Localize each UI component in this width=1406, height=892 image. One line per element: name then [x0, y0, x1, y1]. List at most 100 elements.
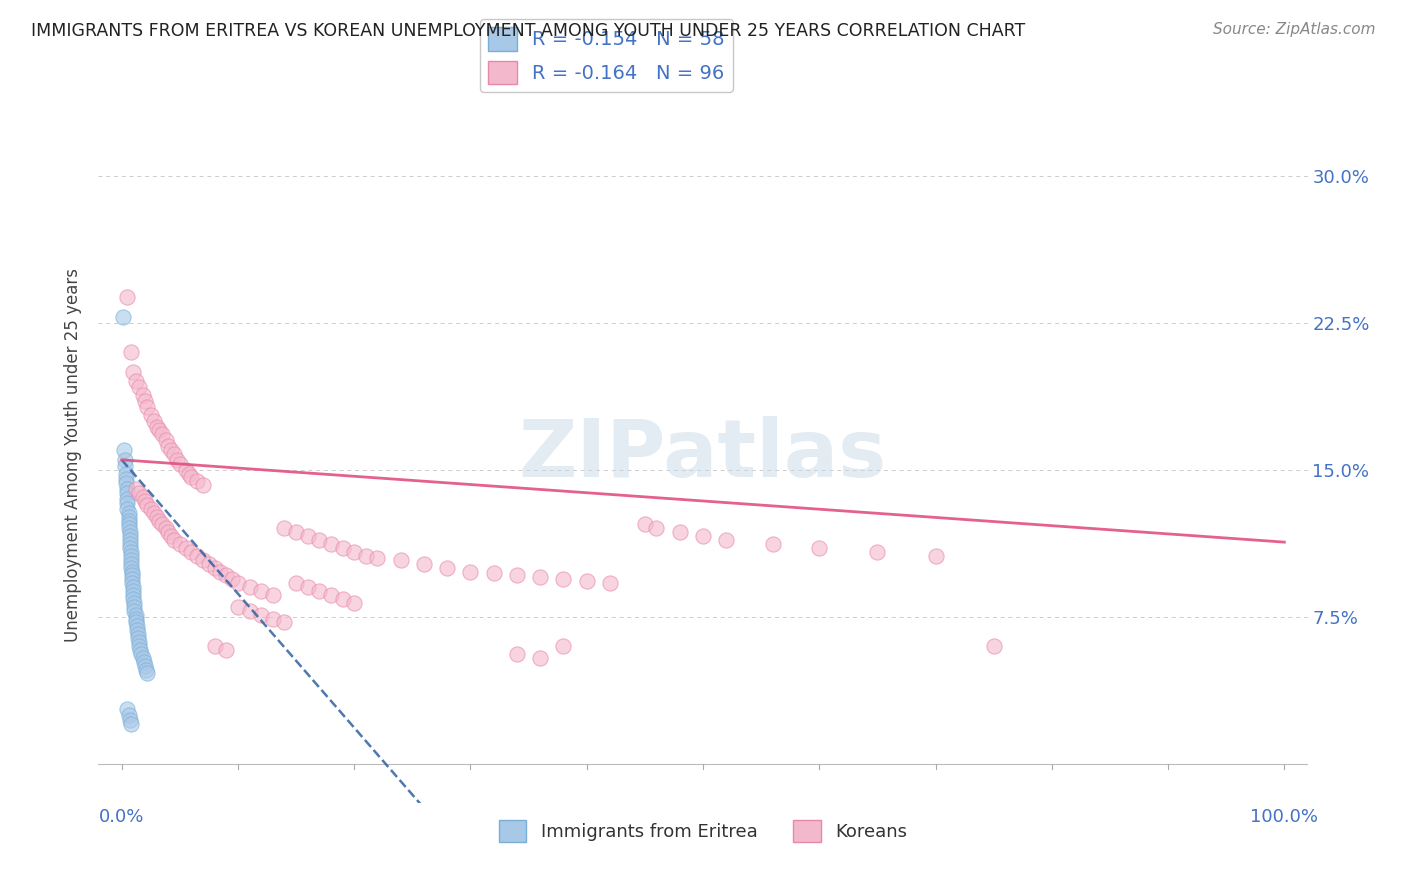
- Point: [529, 570, 551, 584]
- Point: [118, 506, 141, 520]
- Point: [117, 486, 139, 500]
- Point: [506, 647, 529, 661]
- Point: [124, 482, 146, 496]
- Point: [553, 573, 575, 587]
- Point: [163, 447, 186, 461]
- Point: [115, 476, 138, 491]
- Point: [273, 615, 295, 630]
- Point: [120, 345, 142, 359]
- Point: [226, 576, 249, 591]
- Point: [186, 475, 208, 489]
- Point: [924, 549, 946, 563]
- Point: [150, 427, 173, 442]
- Point: [118, 541, 141, 555]
- Point: [343, 596, 366, 610]
- Legend: Immigrants from Eritrea, Koreans: Immigrants from Eritrea, Koreans: [492, 813, 914, 849]
- Point: [239, 604, 262, 618]
- Point: [134, 394, 156, 409]
- Point: [482, 566, 505, 581]
- Point: [124, 607, 146, 622]
- Point: [135, 663, 157, 677]
- Point: [198, 557, 221, 571]
- Point: [285, 576, 308, 591]
- Point: [204, 560, 226, 574]
- Point: [117, 482, 139, 496]
- Point: [262, 611, 284, 625]
- Point: [128, 639, 150, 653]
- Point: [127, 631, 149, 645]
- Point: [716, 533, 738, 548]
- Point: [529, 650, 551, 665]
- Point: [124, 611, 146, 625]
- Point: [120, 557, 142, 571]
- Point: [127, 627, 149, 641]
- Point: [128, 486, 150, 500]
- Point: [634, 517, 657, 532]
- Point: [131, 490, 153, 504]
- Point: [111, 310, 134, 324]
- Text: IMMIGRANTS FROM ERITREA VS KOREAN UNEMPLOYMENT AMONG YOUTH UNDER 25 YEARS CORREL: IMMIGRANTS FROM ERITREA VS KOREAN UNEMPL…: [31, 22, 1025, 40]
- Point: [366, 550, 388, 565]
- Point: [118, 714, 141, 728]
- Point: [120, 553, 142, 567]
- Point: [122, 591, 145, 606]
- Point: [506, 568, 529, 582]
- Point: [575, 574, 598, 589]
- Point: [121, 576, 143, 591]
- Point: [983, 639, 1005, 653]
- Point: [118, 514, 141, 528]
- Point: [354, 549, 377, 563]
- Point: [226, 599, 249, 614]
- Point: [285, 525, 308, 540]
- Point: [250, 584, 273, 599]
- Point: [169, 537, 191, 551]
- Point: [148, 424, 170, 438]
- Point: [169, 457, 191, 471]
- Point: [124, 604, 146, 618]
- Point: [332, 541, 354, 555]
- Point: [128, 380, 150, 394]
- Point: [273, 521, 295, 535]
- Point: [159, 529, 181, 543]
- Point: [120, 717, 142, 731]
- Point: [186, 549, 208, 563]
- Point: [128, 635, 150, 649]
- Point: [215, 568, 238, 582]
- Point: [599, 576, 621, 591]
- Point: [157, 439, 180, 453]
- Point: [159, 443, 181, 458]
- Point: [122, 584, 145, 599]
- Point: [120, 545, 142, 559]
- Text: ZIPatlas: ZIPatlas: [519, 416, 887, 494]
- Point: [114, 458, 136, 473]
- Point: [221, 573, 243, 587]
- Point: [319, 588, 342, 602]
- Point: [118, 517, 141, 532]
- Point: [118, 525, 141, 540]
- Point: [118, 707, 141, 722]
- Point: [215, 643, 238, 657]
- Point: [139, 501, 162, 516]
- Point: [553, 639, 575, 653]
- Point: [155, 434, 177, 448]
- Point: [145, 509, 167, 524]
- Point: [125, 619, 148, 633]
- Point: [866, 545, 889, 559]
- Point: [332, 591, 354, 606]
- Point: [115, 467, 138, 481]
- Point: [117, 501, 139, 516]
- Point: [157, 525, 180, 540]
- Point: [136, 400, 159, 414]
- Point: [262, 588, 284, 602]
- Point: [343, 545, 366, 559]
- Point: [115, 472, 138, 486]
- Point: [413, 557, 436, 571]
- Point: [250, 607, 273, 622]
- Point: [136, 666, 159, 681]
- Point: [117, 702, 139, 716]
- Point: [180, 545, 202, 559]
- Point: [131, 650, 153, 665]
- Point: [180, 470, 202, 484]
- Point: [122, 588, 145, 602]
- Point: [150, 517, 173, 532]
